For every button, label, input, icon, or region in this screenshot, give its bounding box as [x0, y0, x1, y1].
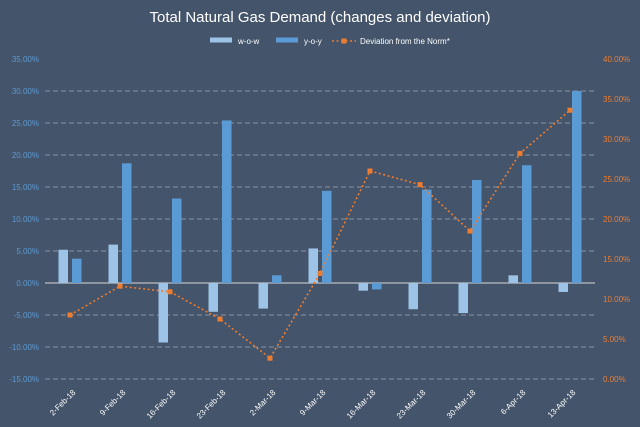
x-tick-label: 13-Apr-18: [546, 388, 578, 420]
deviation-line: [67, 107, 573, 361]
y-tick-left: 15.00%: [12, 183, 39, 192]
y-tick-left: 25.00%: [12, 119, 39, 128]
deviation-point: [417, 182, 423, 188]
y-tick-left: 0.00%: [16, 279, 39, 288]
bar-wow: [408, 283, 418, 310]
bar-yoy: [222, 120, 232, 283]
bar-wow: [258, 283, 268, 309]
y-tick-left: 20.00%: [12, 151, 39, 160]
x-tick-label: 2-Feb-18: [48, 388, 78, 418]
deviation-point: [167, 289, 173, 295]
legend-swatch: [276, 37, 298, 43]
y-tick-right: 10.00%: [603, 295, 630, 304]
x-tick-label: 6-Apr-18: [499, 388, 528, 417]
bar-wow: [308, 248, 318, 283]
legend-label: w-o-w: [237, 37, 260, 46]
deviation-point: [367, 168, 373, 174]
x-tick-label: 2-Mar-18: [248, 388, 278, 418]
bar-yoy: [572, 91, 582, 283]
bar-yoy: [172, 198, 182, 283]
y-tick-right: 15.00%: [603, 255, 630, 264]
bar-wow: [458, 283, 468, 314]
deviation-point: [117, 283, 123, 289]
bar-yoy: [322, 190, 332, 283]
y-tick-left: -15.00%: [9, 375, 39, 384]
y-tick-left: -5.00%: [14, 311, 39, 320]
bar-yoy: [272, 275, 282, 283]
y-tick-right: 35.00%: [603, 95, 630, 104]
y-tick-right: 40.00%: [603, 55, 630, 64]
y-tick-right: 25.00%: [603, 175, 630, 184]
legend: w-o-w y-o-y Deviation from the Norm*: [210, 37, 450, 46]
deviation-point: [317, 270, 323, 276]
bar-yoy: [72, 258, 82, 283]
y-tick-left: 35.00%: [12, 55, 39, 64]
y-tick-right: 30.00%: [603, 135, 630, 144]
y-tick-left: 10.00%: [12, 215, 39, 224]
x-tick-label: 23-Mar-18: [395, 388, 428, 421]
x-tick-label: 16-Feb-18: [145, 388, 178, 421]
y-axis-left: 35.00% 30.00% 25.00% 20.00% 15.00% 10.00% 5.00…: [9, 55, 39, 384]
y-tick-right: 20.00%: [603, 215, 630, 224]
bar-yoy: [372, 283, 382, 290]
y-tick-right: 0.00%: [603, 375, 626, 384]
bar-wow: [108, 244, 118, 283]
y-tick-left: 30.00%: [12, 87, 39, 96]
legend-swatch: [210, 37, 232, 43]
deviation-point: [67, 312, 73, 318]
deviation-point: [217, 316, 223, 322]
x-tick-label: 9-Feb-18: [98, 388, 128, 418]
deviation-point: [267, 355, 273, 361]
chart-title: Total Natural Gas Demand (changes and de…: [149, 9, 490, 26]
bar-wow: [158, 283, 168, 343]
bar-wow: [358, 283, 368, 291]
bar-wow: [508, 275, 518, 283]
deviation-point: [517, 150, 523, 156]
bar-yoy: [522, 165, 532, 283]
bar-yoy: [122, 163, 132, 283]
y-tick-right: 5.00%: [603, 335, 626, 344]
legend-label: y-o-y: [304, 37, 322, 46]
legend-swatch-marker: [341, 38, 347, 44]
bars: [58, 91, 582, 343]
y-axis-right: 40.00% 35.00% 30.00% 25.00% 20.00% 15.00% 10.0…: [603, 55, 630, 384]
bar-yoy: [472, 179, 482, 283]
grid: [45, 90, 595, 380]
deviation-point: [567, 107, 573, 113]
x-tick-label: 16-Mar-18: [345, 388, 378, 421]
y-tick-left: -10.00%: [9, 343, 39, 352]
x-tick-label: 30-Mar-18: [445, 388, 478, 421]
y-tick-left: 5.00%: [16, 247, 39, 256]
legend-label: Deviation from the Norm*: [360, 37, 450, 46]
bar-yoy: [422, 189, 432, 283]
bar-wow: [558, 283, 568, 292]
x-tick-label: 9-Mar-18: [298, 388, 328, 418]
bar-wow: [58, 249, 68, 283]
x-tick-label: 23-Feb-18: [195, 388, 228, 421]
deviation-point: [467, 228, 473, 234]
x-axis: 2-Feb-18 9-Feb-18 16-Feb-18 23-Feb-18 2-Mar-…: [48, 388, 578, 421]
deviation-line-path: [69, 109, 571, 360]
bar-wow: [208, 283, 218, 312]
